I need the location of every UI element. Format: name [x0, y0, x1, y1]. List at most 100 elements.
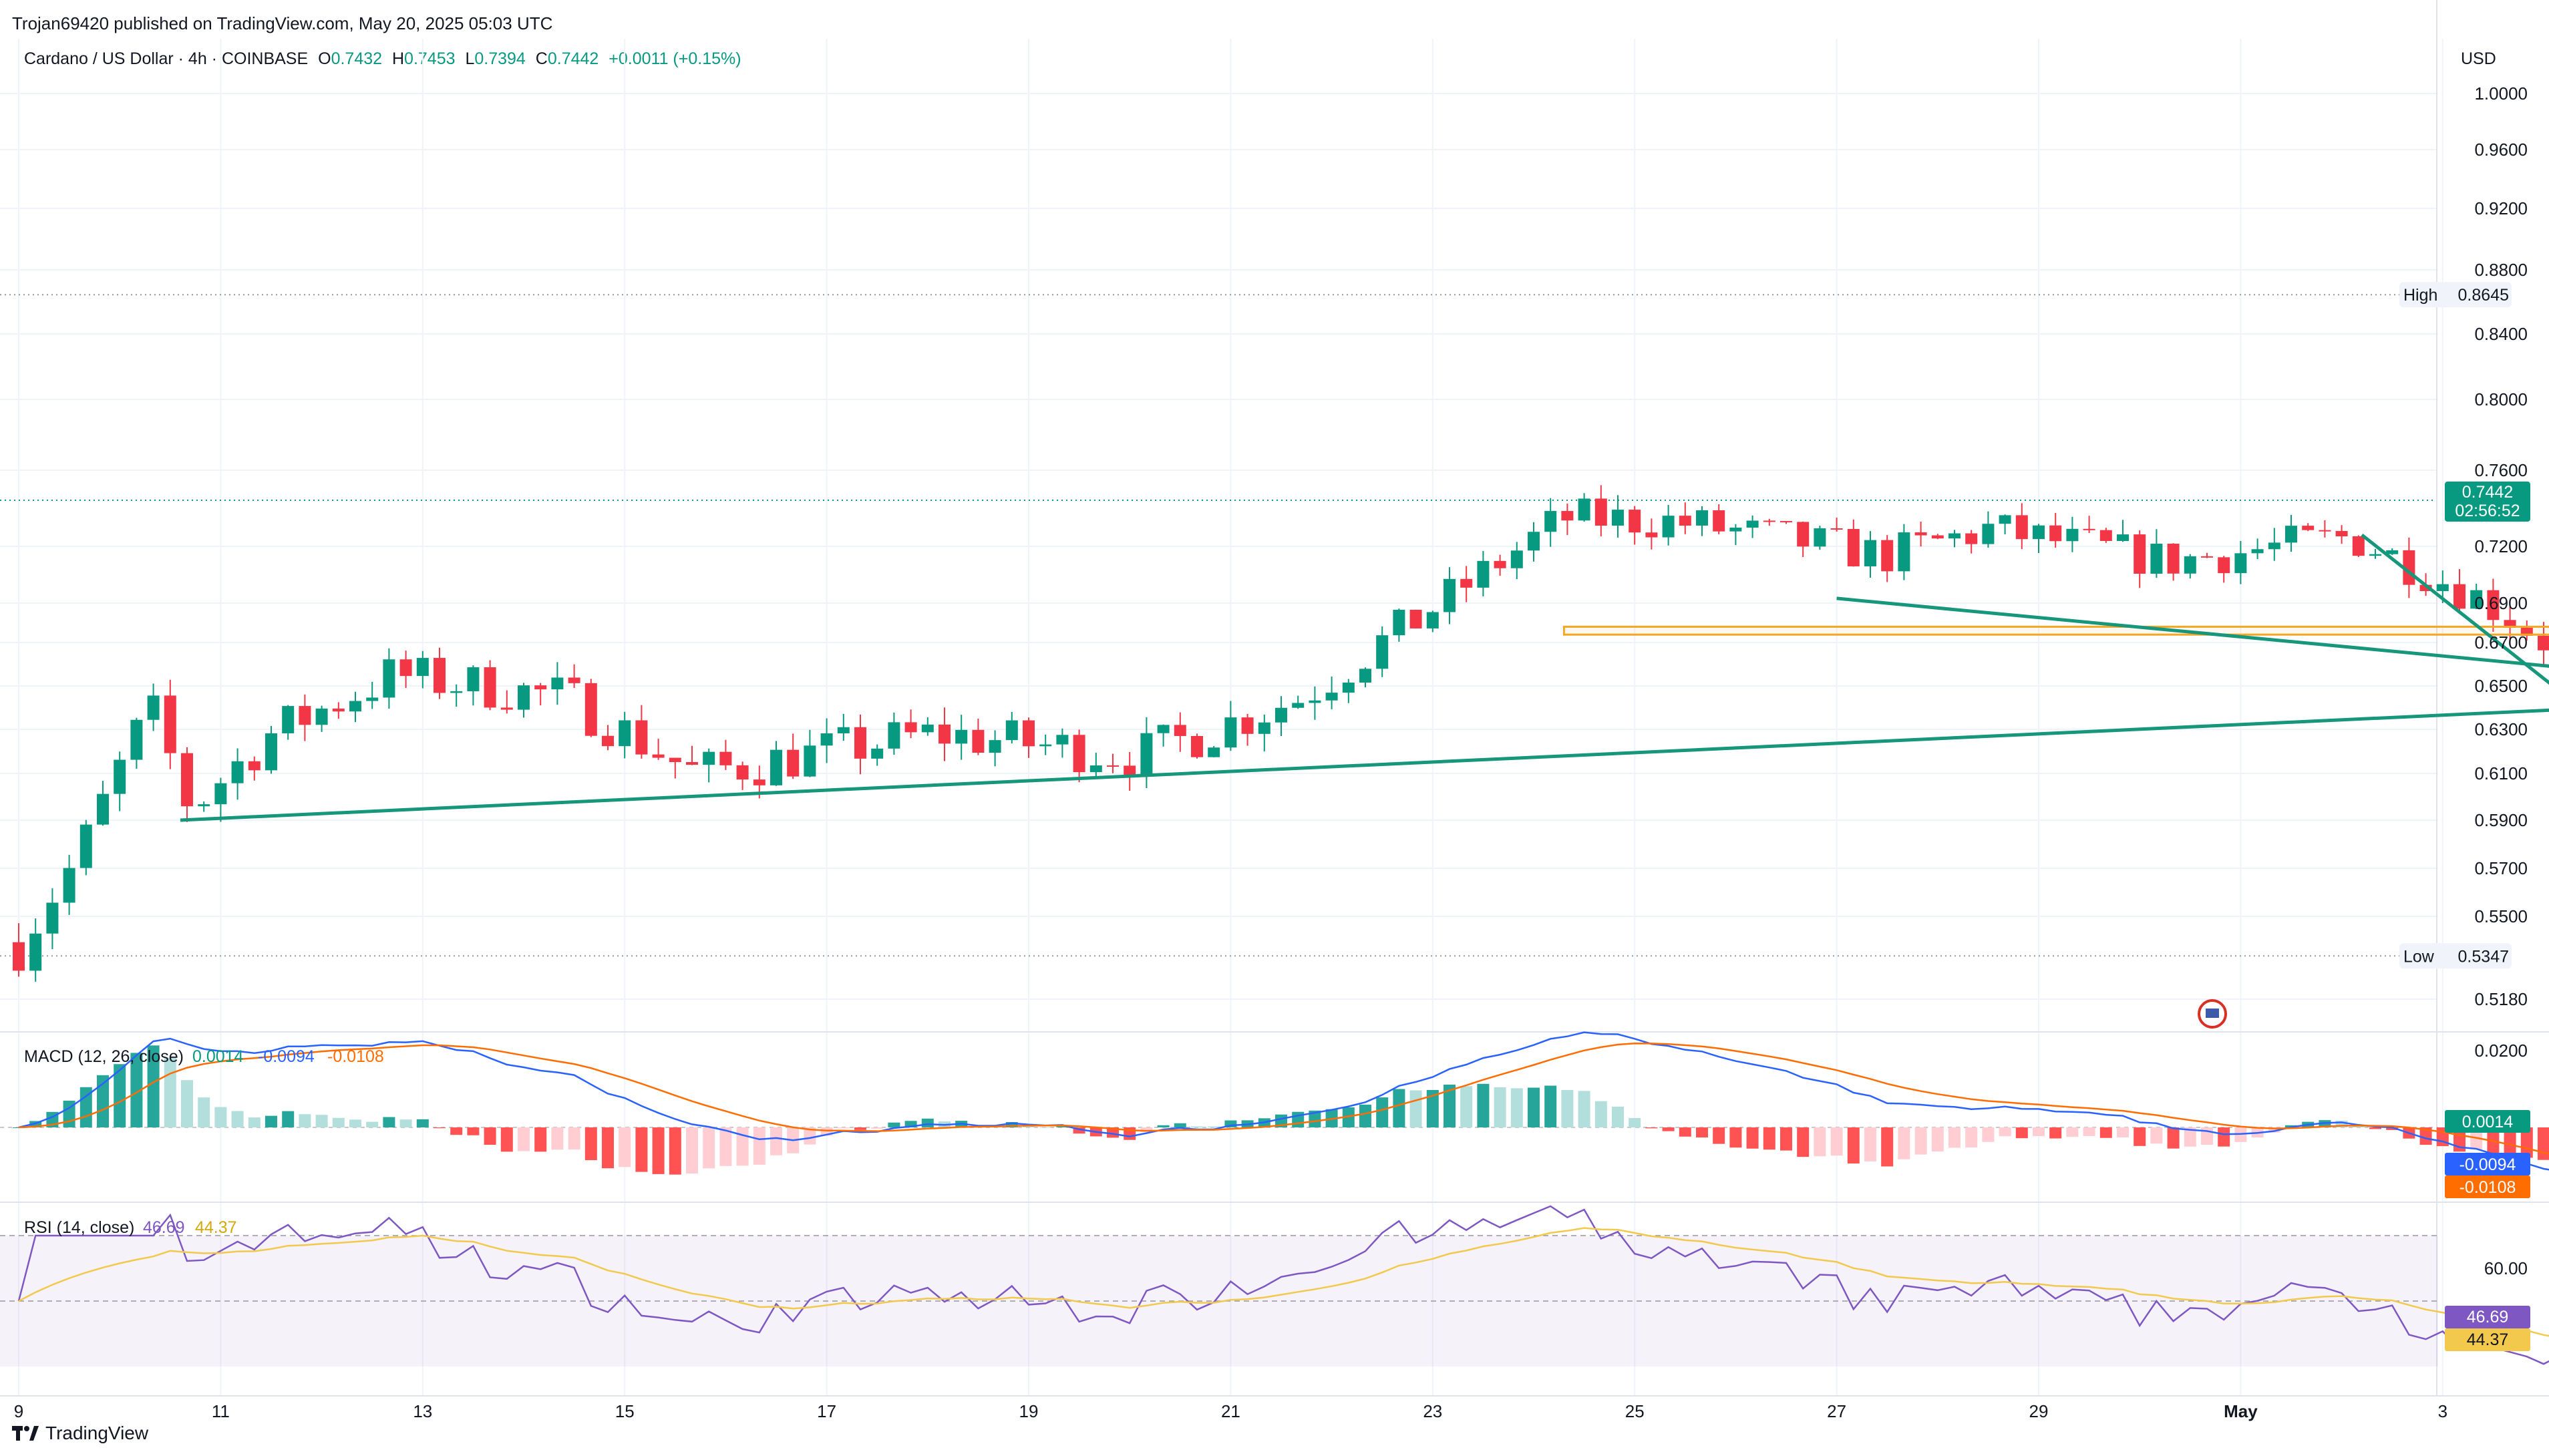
currency-label[interactable]: USD — [2461, 49, 2496, 68]
candle-body — [820, 733, 833, 746]
macd-histogram-bar — [1780, 1127, 1792, 1151]
macd-histogram-bar — [366, 1121, 379, 1127]
candle-body — [669, 757, 681, 763]
macd-histogram-bar — [736, 1127, 749, 1166]
candle-body — [147, 695, 160, 720]
macd-histogram-bar — [619, 1127, 631, 1167]
candle-body — [770, 749, 782, 785]
candle-body — [1729, 528, 1742, 532]
rsi-ma-line — [18, 1227, 2549, 1337]
candle-body — [1309, 700, 1321, 703]
candle-body — [989, 740, 1001, 753]
macd-histogram-bar — [2184, 1127, 2196, 1147]
candle-body — [1174, 725, 1186, 736]
symbol-title[interactable]: Cardano / US Dollar · 4h · COINBASE — [24, 49, 309, 68]
tradingview-logo-icon — [12, 1426, 39, 1441]
macd-histogram-bar — [1914, 1127, 1927, 1155]
y-tick-label: 0.5180 — [2474, 989, 2528, 1009]
macd-histogram-bar — [1847, 1127, 1860, 1164]
candle-body — [2234, 553, 2247, 574]
macd-histogram-bar — [1948, 1127, 1961, 1148]
macd-histogram-bar — [2218, 1127, 2230, 1147]
rsi-pane: RSI (14, close) 46.69 44.37 60.00 46.69 44.37 — [0, 1205, 2549, 1367]
macd-histogram-bar — [2520, 1127, 2533, 1158]
macd-histogram-bar — [1864, 1127, 1876, 1161]
macd-histogram-bar — [13, 1127, 25, 1128]
candle-body — [1965, 533, 1978, 544]
candle-body — [2033, 525, 2045, 540]
candle-body — [1561, 511, 1574, 521]
candle-body — [1898, 532, 1910, 572]
candle-body — [1359, 669, 1371, 683]
candle-body — [265, 733, 277, 771]
macd-histogram-bar — [248, 1117, 261, 1127]
candle-body — [2319, 530, 2331, 532]
candle-body — [1612, 510, 1624, 526]
candle-body — [1224, 717, 1237, 748]
candle-body — [753, 779, 766, 785]
candle-body — [1208, 747, 1220, 757]
candle-body — [1713, 510, 1725, 532]
macd-histogram-bar — [1763, 1127, 1775, 1150]
macd-histogram-bar — [921, 1118, 934, 1127]
change-value: +0.0011 (+0.15%) — [609, 49, 741, 68]
macd-histogram-bar — [2015, 1127, 2028, 1139]
macd-histogram-bar — [198, 1097, 210, 1127]
publisher-line: Trojan69420 published on TradingView.com… — [12, 13, 553, 33]
macd-histogram-bar — [1629, 1117, 1641, 1127]
y-tick-label: 0.5700 — [2474, 858, 2528, 878]
macd-histogram-bar — [130, 1053, 143, 1127]
macd-value-tag-text: -0.0108 — [2459, 1178, 2516, 1197]
candle-body — [2268, 542, 2280, 550]
trendlines — [180, 533, 2549, 822]
candle-body — [1528, 532, 1540, 551]
y-tick-label: 1.0000 — [2474, 83, 2528, 104]
candle-body — [2201, 556, 2213, 558]
candle-body — [568, 677, 580, 683]
candle-body — [332, 708, 345, 712]
x-tick-label: 19 — [1019, 1401, 1039, 1421]
candle-body — [939, 724, 951, 744]
candle-body — [787, 749, 800, 777]
macd-histogram-bar — [181, 1080, 193, 1127]
macd-histogram-bar — [1073, 1127, 1085, 1134]
candle-body — [1982, 524, 1995, 544]
candle-body — [198, 804, 210, 807]
candle-body — [602, 735, 614, 747]
macd-histogram-bar — [1157, 1125, 1170, 1127]
macd-histogram-bar — [1594, 1101, 1607, 1127]
macd-histogram-bar — [888, 1122, 900, 1127]
macd-histogram-bar — [753, 1127, 766, 1165]
range-tag — [2399, 943, 2512, 969]
macd-histogram-bar — [1005, 1122, 1018, 1127]
candle-body — [383, 659, 395, 698]
macd-histogram-bar — [1729, 1127, 1742, 1148]
candle-body — [2150, 544, 2163, 574]
candle-body — [2083, 528, 2095, 530]
candle-body — [1443, 578, 1456, 612]
candle-body — [619, 720, 631, 747]
high-value: 0.7453 — [404, 49, 456, 68]
candle-body — [2335, 531, 2348, 536]
macd-histogram-bar — [534, 1127, 547, 1152]
candle-body — [1124, 765, 1136, 775]
candle-body — [1948, 533, 1961, 539]
macd-histogram-bar — [854, 1127, 866, 1130]
candle-body — [366, 697, 379, 701]
macd-histogram-bar — [97, 1075, 109, 1127]
candle-body — [2167, 544, 2180, 574]
candle-body — [2251, 549, 2264, 554]
x-tick-label: 11 — [212, 1401, 230, 1421]
macd-histogram-bar — [1426, 1089, 1439, 1127]
x-tick-label: 17 — [817, 1401, 836, 1421]
x-tick-label: 27 — [1827, 1401, 1846, 1421]
candle-body — [467, 667, 480, 691]
macd-histogram-bar — [2083, 1127, 2095, 1136]
candle-body — [231, 761, 244, 783]
macd-histogram-bar — [1224, 1120, 1237, 1127]
y-tick-label: 0.9200 — [2474, 198, 2528, 218]
macd-histogram-bar — [1544, 1085, 1557, 1127]
macd-value-tag — [2445, 1175, 2530, 1198]
macd-histogram-bar — [2352, 1125, 2365, 1127]
